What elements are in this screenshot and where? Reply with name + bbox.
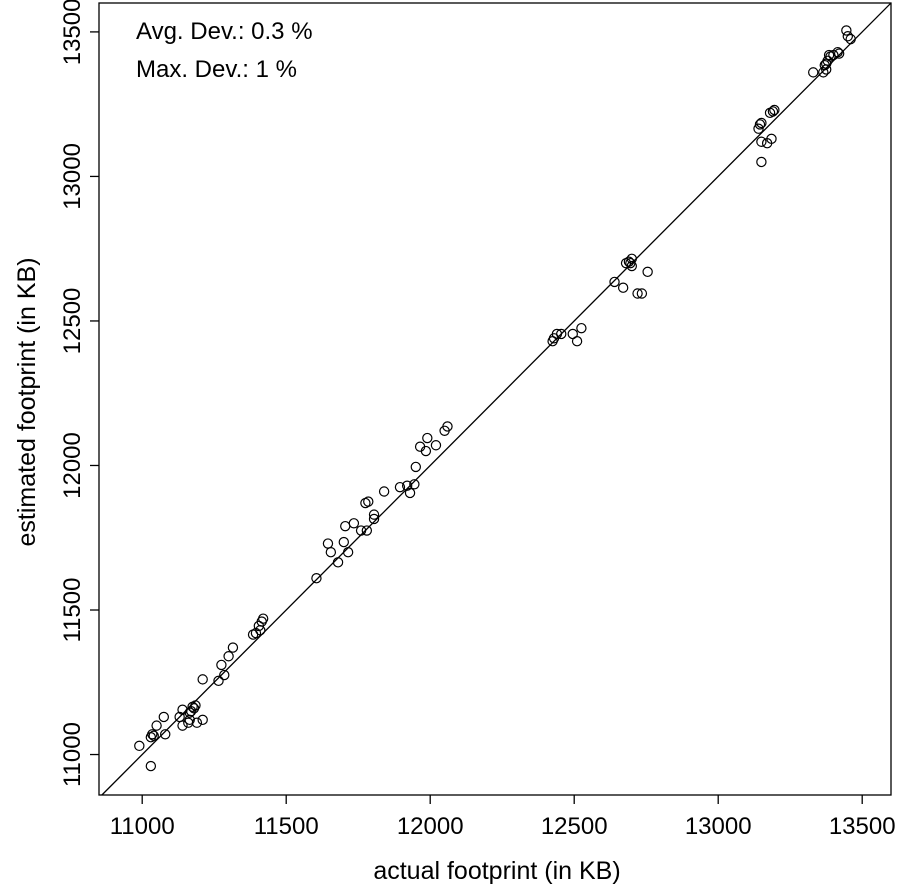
data-point xyxy=(197,674,208,685)
data-point xyxy=(177,720,188,731)
data-point xyxy=(311,573,322,584)
data-point xyxy=(355,525,367,536)
data-point xyxy=(808,67,819,78)
data-point xyxy=(361,525,373,536)
data-point xyxy=(342,546,354,558)
data-point xyxy=(401,480,413,491)
x-tick-label: 11500 xyxy=(254,813,319,840)
data-point xyxy=(609,276,620,288)
data-point xyxy=(756,117,767,129)
y-tick-label: 13000 xyxy=(59,143,86,210)
x-tick-label: 13500 xyxy=(829,813,896,840)
y-tick-label: 11500 xyxy=(59,578,86,643)
data-point xyxy=(197,714,208,726)
data-point xyxy=(626,253,638,265)
data-points xyxy=(134,25,856,772)
data-point xyxy=(363,496,374,507)
data-point xyxy=(216,659,227,671)
annotation-avg-dev: Avg. Dev.: 0.3 % xyxy=(136,18,313,45)
data-point xyxy=(409,479,420,490)
data-point xyxy=(845,33,856,45)
data-point xyxy=(160,729,171,740)
data-point xyxy=(841,25,852,36)
data-point xyxy=(756,136,767,147)
data-point xyxy=(833,48,845,59)
data-point xyxy=(348,518,360,529)
data-point xyxy=(754,119,766,130)
data-point xyxy=(332,557,344,568)
data-point xyxy=(420,445,432,457)
x-axis-title: actual footprint (in KB) xyxy=(373,857,620,885)
data-point xyxy=(842,31,854,42)
y-tick-label: 12000 xyxy=(59,432,86,499)
data-point xyxy=(257,613,269,624)
data-point xyxy=(223,651,234,662)
data-point xyxy=(213,675,224,687)
x-tick-label: 12500 xyxy=(541,813,608,840)
data-point xyxy=(147,729,158,740)
data-point xyxy=(325,546,337,558)
y-axis: 11000 11500 12000 12500 13000 13500 xyxy=(59,0,99,787)
x-tick-label: 11000 xyxy=(110,813,175,840)
data-point xyxy=(632,288,643,299)
data-point xyxy=(769,104,780,116)
data-point xyxy=(636,288,648,299)
data-point xyxy=(227,642,239,653)
data-point xyxy=(576,322,587,334)
data-point xyxy=(368,513,380,525)
data-point xyxy=(626,260,638,272)
data-point xyxy=(430,440,442,451)
data-point xyxy=(378,486,390,497)
x-axis: 11000 11500 12000 12500 13000 13500 xyxy=(110,795,896,840)
y-tick-label: 11000 xyxy=(59,722,86,787)
data-point xyxy=(191,717,203,728)
data-point xyxy=(551,328,563,340)
data-point xyxy=(394,481,406,493)
y-axis-title: estimated footprint (in KB) xyxy=(13,257,41,546)
data-point xyxy=(756,156,767,168)
data-point xyxy=(404,487,416,499)
data-point xyxy=(410,461,421,473)
data-point xyxy=(642,266,653,278)
y-tick-label: 13500 xyxy=(59,0,86,65)
data-point xyxy=(556,328,567,340)
data-point xyxy=(571,335,583,347)
annotation-max-dev: Max. Dev.: 1 % xyxy=(136,56,297,83)
data-point xyxy=(145,760,157,772)
data-point xyxy=(151,720,162,731)
x-tick-label: 13000 xyxy=(685,813,752,840)
data-point xyxy=(219,669,230,681)
data-point xyxy=(766,133,777,145)
identity-line xyxy=(101,2,892,796)
data-point xyxy=(442,421,453,432)
data-point xyxy=(368,509,380,520)
data-point xyxy=(190,700,201,711)
data-point xyxy=(832,46,843,58)
data-point xyxy=(422,432,433,444)
data-point xyxy=(338,536,349,548)
data-point xyxy=(767,106,779,117)
data-point xyxy=(134,740,145,752)
x-tick-label: 12000 xyxy=(397,813,464,840)
y-tick-label: 12500 xyxy=(59,288,86,355)
data-point xyxy=(158,711,169,723)
data-point xyxy=(753,123,764,134)
data-point xyxy=(148,730,159,741)
reference-line-layer xyxy=(101,2,892,796)
data-point xyxy=(617,282,629,293)
